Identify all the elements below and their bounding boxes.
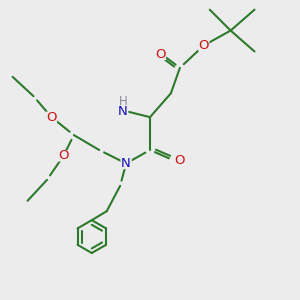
FancyBboxPatch shape xyxy=(58,150,69,162)
Text: N: N xyxy=(118,105,128,118)
FancyBboxPatch shape xyxy=(155,49,166,60)
Text: O: O xyxy=(199,39,209,52)
FancyBboxPatch shape xyxy=(198,40,209,51)
Text: O: O xyxy=(58,149,69,163)
FancyBboxPatch shape xyxy=(118,106,128,117)
Text: O: O xyxy=(175,154,185,167)
FancyBboxPatch shape xyxy=(118,98,127,106)
Text: H: H xyxy=(119,95,128,108)
FancyBboxPatch shape xyxy=(174,155,185,166)
Text: O: O xyxy=(155,48,166,61)
FancyBboxPatch shape xyxy=(46,112,57,123)
Text: N: N xyxy=(121,157,131,170)
FancyBboxPatch shape xyxy=(120,158,132,169)
Text: O: O xyxy=(46,111,57,124)
